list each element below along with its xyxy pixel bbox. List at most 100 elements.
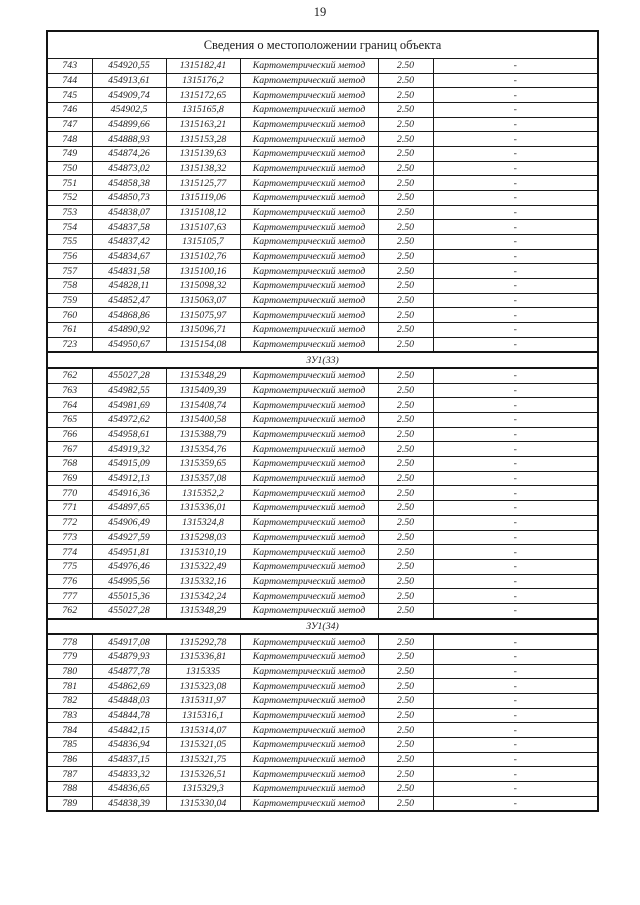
method-cell: Картометрический метод (239, 500, 379, 516)
table-row: 746 454902,5 1315165,8 Картометрический мет… (46, 102, 599, 118)
x-coordinate-cell: 454836,94 (91, 736, 167, 753)
point-number-cell: 775 (46, 558, 93, 575)
y-coordinate-cell: 1315075,97 (165, 307, 241, 324)
description-cell: - (432, 663, 599, 680)
accuracy-cell: 2.50 (377, 485, 434, 502)
accuracy-cell: 2.50 (377, 766, 434, 782)
y-coordinate-cell: 1315292,78 (165, 633, 241, 650)
point-number-cell: 788 (46, 780, 93, 797)
table-row: 788 454836,65 1315329,3 Картометрический ме… (46, 780, 599, 797)
point-number-cell: 763 (46, 382, 93, 399)
point-number-cell: 751 (46, 175, 93, 192)
point-number-cell: 747 (46, 116, 93, 133)
x-coordinate-cell: 454868,86 (91, 307, 167, 324)
point-number-cell: 752 (46, 190, 93, 206)
x-coordinate-cell: 454836,65 (91, 780, 167, 797)
x-coordinate-cell: 454890,92 (91, 322, 167, 338)
point-number-cell: 764 (46, 397, 93, 414)
x-coordinate-cell: 454899,66 (91, 116, 167, 133)
description-cell: - (432, 72, 599, 89)
x-coordinate-cell: 454976,46 (91, 558, 167, 575)
y-coordinate-cell: 1315298,03 (165, 529, 241, 546)
table-row: 762 455027,28 1315348,29 Картометрический м… (46, 602, 599, 620)
accuracy-cell: 2.50 (377, 263, 434, 280)
x-coordinate-cell: 454951,81 (91, 544, 167, 560)
x-coordinate-cell: 454916,36 (91, 485, 167, 502)
table-row: 749 454874,26 1315139,63 Картометрический м… (46, 146, 599, 162)
x-coordinate-cell: 454833,32 (91, 766, 167, 782)
accuracy-cell: 2.50 (377, 190, 434, 206)
y-coordinate-cell: 1315408,74 (165, 397, 241, 414)
table-row: 770 454916,36 1315352,2 Картометрический ме… (46, 485, 599, 502)
x-coordinate-cell: 455015,36 (91, 588, 167, 604)
y-coordinate-cell: 1315357,08 (165, 470, 241, 487)
description-cell: - (432, 441, 599, 458)
parcel-section-label: ЗУ1(33) (46, 351, 599, 370)
x-coordinate-cell: 454837,42 (91, 234, 167, 250)
table-row: 747 454899,66 1315163,21 Картометрический м… (46, 116, 599, 133)
method-cell: Картометрический метод (239, 678, 379, 694)
y-coordinate-cell: 1315153,28 (165, 131, 241, 148)
x-coordinate-cell: 454828,11 (91, 278, 167, 294)
section-row: ЗУ1(33) (46, 351, 599, 370)
description-cell: - (432, 692, 599, 709)
table-row: 768 454915,09 1315359,65 Картометрический м… (46, 456, 599, 472)
x-coordinate-cell: 454837,15 (91, 751, 167, 768)
accuracy-cell: 2.50 (377, 544, 434, 560)
y-coordinate-cell: 1315311,97 (165, 692, 241, 709)
point-number-cell: 780 (46, 663, 93, 680)
y-coordinate-cell: 1315314,07 (165, 722, 241, 738)
point-number-cell: 787 (46, 766, 93, 782)
description-cell: - (432, 219, 599, 236)
description-cell: - (432, 58, 599, 74)
method-cell: Картометрический метод (239, 722, 379, 738)
point-number-cell: 776 (46, 573, 93, 590)
x-coordinate-cell: 454838,07 (91, 204, 167, 221)
table-row: 772 454906,49 1315324,8 Картометрический ме… (46, 514, 599, 531)
description-cell: - (432, 456, 599, 472)
method-cell: Картометрический метод (239, 441, 379, 458)
accuracy-cell: 2.50 (377, 307, 434, 324)
method-cell: Картометрический метод (239, 307, 379, 324)
y-coordinate-cell: 1315332,16 (165, 573, 241, 590)
accuracy-cell: 2.50 (377, 382, 434, 399)
accuracy-cell: 2.50 (377, 751, 434, 768)
y-coordinate-cell: 1315352,2 (165, 485, 241, 502)
point-number-cell: 754 (46, 219, 93, 236)
description-cell: - (432, 426, 599, 443)
point-number-cell: 757 (46, 263, 93, 280)
accuracy-cell: 2.50 (377, 204, 434, 221)
table-row: 784 454842,15 1315314,07 Картометрический м… (46, 722, 599, 738)
accuracy-cell: 2.50 (377, 692, 434, 709)
method-cell: Картометрический метод (239, 131, 379, 148)
method-cell: Картометрический метод (239, 367, 379, 384)
y-coordinate-cell: 1315316,1 (165, 707, 241, 724)
description-cell: - (432, 588, 599, 604)
point-number-cell: 773 (46, 529, 93, 546)
accuracy-cell: 2.50 (377, 602, 434, 620)
table-row: 761 454890,92 1315096,71 Картометрический м… (46, 322, 599, 338)
y-coordinate-cell: 1315182,41 (165, 58, 241, 74)
table-row: 779 454879,93 1315336,81 Картометрический м… (46, 648, 599, 665)
description-cell: - (432, 633, 599, 650)
y-coordinate-cell: 1315322,49 (165, 558, 241, 575)
y-coordinate-cell: 1315330,04 (165, 795, 241, 812)
accuracy-cell: 2.50 (377, 248, 434, 265)
method-cell: Картометрический метод (239, 692, 379, 709)
accuracy-cell: 2.50 (377, 278, 434, 294)
table-row: 780 454877,78 1315335 Картометрический мето… (46, 663, 599, 680)
method-cell: Картометрический метод (239, 175, 379, 192)
description-cell: - (432, 116, 599, 133)
x-coordinate-cell: 454906,49 (91, 514, 167, 531)
table-row: 771 454897,65 1315336,01 Картометрический м… (46, 500, 599, 516)
table-row: 775 454976,46 1315322,49 Картометрический м… (46, 558, 599, 575)
table-row: 757 454831,58 1315100,16 Картометрический м… (46, 263, 599, 280)
x-coordinate-cell: 454920,55 (91, 58, 167, 74)
method-cell: Картометрический метод (239, 397, 379, 414)
accuracy-cell: 2.50 (377, 160, 434, 177)
description-cell: - (432, 204, 599, 221)
y-coordinate-cell: 1315096,71 (165, 322, 241, 338)
y-coordinate-cell: 1315105,7 (165, 234, 241, 250)
y-coordinate-cell: 1315409,39 (165, 382, 241, 399)
accuracy-cell: 2.50 (377, 470, 434, 487)
